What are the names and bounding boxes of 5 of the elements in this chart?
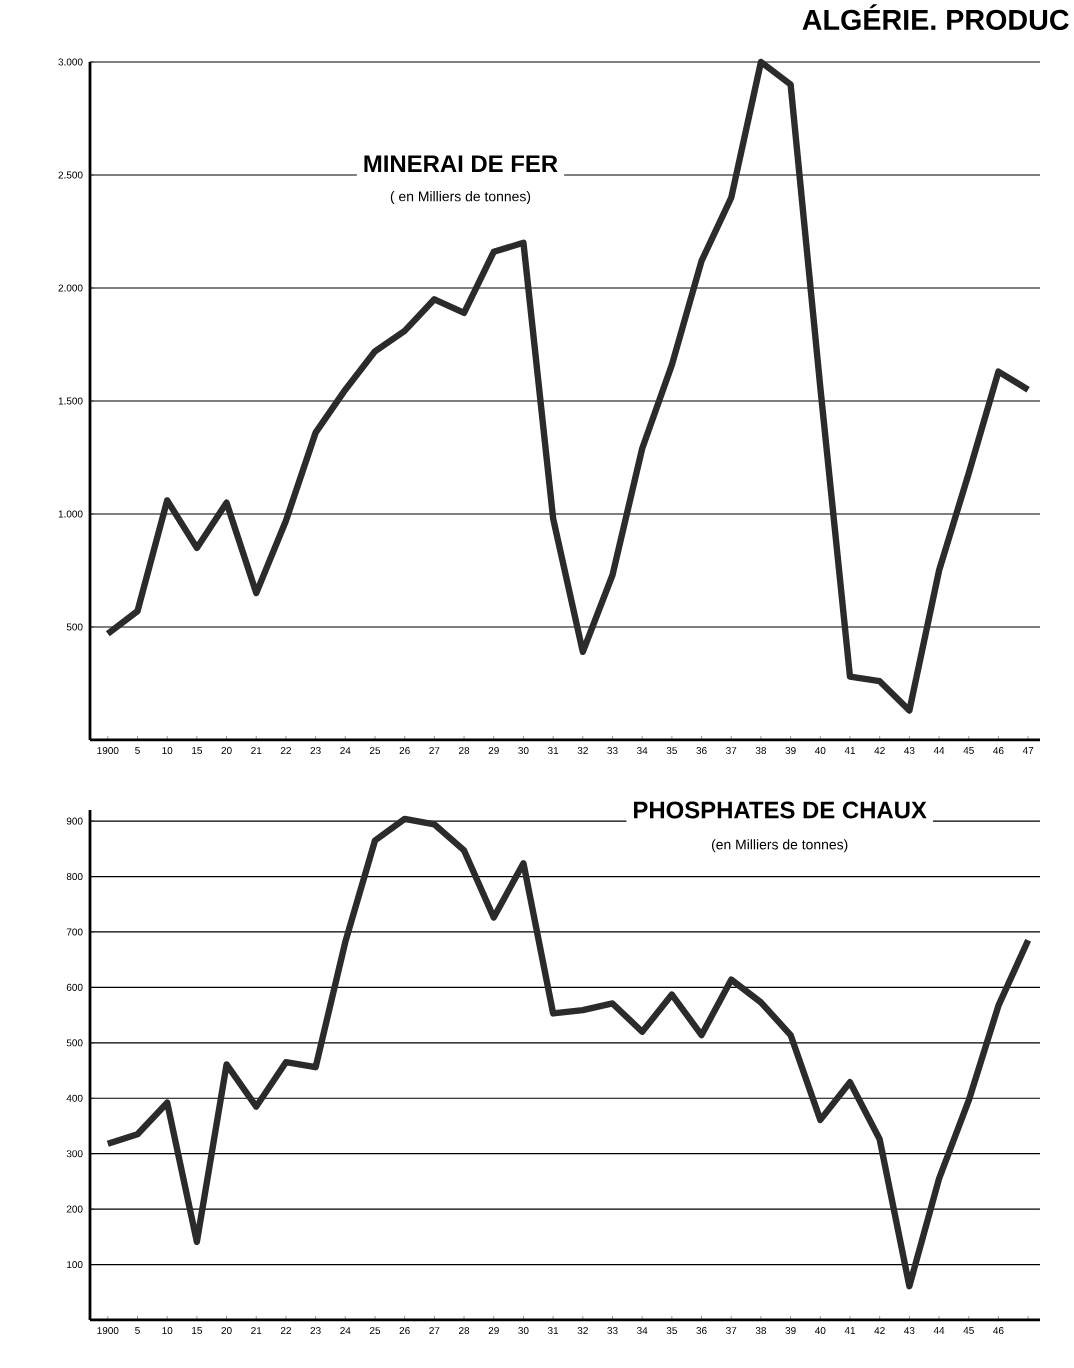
line-series: [104, 815, 1032, 1290]
text: MINERAI DE FER: [364, 155, 558, 172]
text: ALGÉRIE. PRODUC: [802, 4, 1069, 31]
line-series: [104, 58, 1032, 714]
chart-title: PHOSPHATES DE CHAUX: [634, 801, 927, 819]
